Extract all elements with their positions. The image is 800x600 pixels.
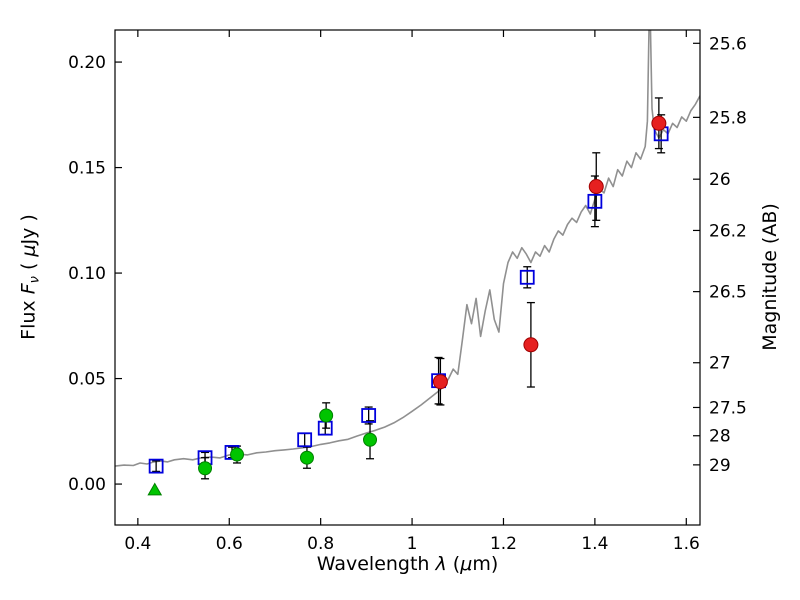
y2-tick-label: 27.5 bbox=[709, 398, 747, 418]
data-point-circle bbox=[230, 447, 245, 462]
data-point-triangle bbox=[147, 482, 163, 496]
data-point-circle bbox=[588, 179, 604, 195]
upper-limit-green-triangle bbox=[147, 482, 163, 496]
data-point-circle bbox=[523, 337, 539, 353]
lambda-symbol: λ bbox=[435, 553, 447, 575]
data-point-circle bbox=[299, 450, 314, 465]
x-axis-ticks: 0.4 0.6 0.8 1 1.2 1.4 1.6 bbox=[124, 30, 700, 554]
data-point-circle bbox=[651, 115, 667, 131]
y2-tick-label: 25.8 bbox=[709, 108, 747, 128]
y-axis-left-ticks: 0.00 0.05 0.10 0.15 0.20 bbox=[68, 53, 122, 495]
data-point-circle bbox=[319, 408, 334, 423]
y2-tick-label: 27 bbox=[709, 354, 731, 374]
y-tick-label: 0.10 bbox=[68, 264, 106, 284]
mu-symbol: μ bbox=[17, 244, 40, 257]
x-axis-label: Wavelength λ (μm) bbox=[316, 553, 499, 575]
y-tick-label: 0.00 bbox=[68, 475, 106, 495]
nu-subscript: ν bbox=[27, 276, 43, 284]
data-point-open-square bbox=[361, 408, 377, 423]
x-tick-label: 1.6 bbox=[673, 534, 700, 554]
y-axis-label-right: Magnitude (AB) bbox=[759, 203, 781, 351]
x-tick-label: 0.4 bbox=[124, 534, 151, 554]
y-axis-right-ticks: 25.6 25.8 26 26.2 26.5 27 27.5 28 29 bbox=[693, 34, 747, 476]
x-tick-label: 1.2 bbox=[490, 534, 517, 554]
y-axis-label-left: Flux Fν ( μJy ) bbox=[17, 214, 43, 340]
flux-symbol: F bbox=[17, 283, 40, 295]
spectrum-line-group bbox=[115, 30, 700, 467]
data-point-circle bbox=[432, 374, 448, 390]
x-tick-label: 1.4 bbox=[581, 534, 608, 554]
data-point-circle bbox=[363, 432, 378, 447]
x-tick-label: 0.8 bbox=[307, 534, 334, 554]
plot-frame bbox=[114, 29, 701, 526]
x-tick-label: 0.6 bbox=[216, 534, 243, 554]
y2-tick-label: 25.6 bbox=[709, 34, 747, 54]
y2-tick-label: 26.5 bbox=[709, 283, 747, 303]
photometry-green-circles bbox=[198, 408, 378, 476]
y-tick-label: 0.05 bbox=[68, 370, 106, 390]
x-axis-label-text: Wavelength bbox=[316, 553, 436, 575]
x-tick-label: 1 bbox=[407, 534, 418, 554]
photometry-red-circles bbox=[432, 115, 667, 390]
data-point-open-square bbox=[297, 432, 313, 448]
y-tick-label: 0.15 bbox=[68, 159, 106, 179]
data-point-circle bbox=[198, 461, 213, 476]
y2-tick-label: 29 bbox=[709, 456, 731, 476]
y2-tick-label: 26.2 bbox=[709, 221, 747, 241]
data-point-open-square bbox=[587, 193, 603, 209]
mu-symbol: μ bbox=[460, 553, 473, 575]
y2-tick-label: 26 bbox=[709, 170, 731, 190]
model-spectrum-line bbox=[115, 30, 700, 467]
data-point-open-square bbox=[519, 269, 535, 285]
y-tick-label: 0.20 bbox=[68, 53, 106, 73]
y2-tick-label: 28 bbox=[709, 427, 731, 447]
data-point-open-square bbox=[148, 458, 164, 474]
